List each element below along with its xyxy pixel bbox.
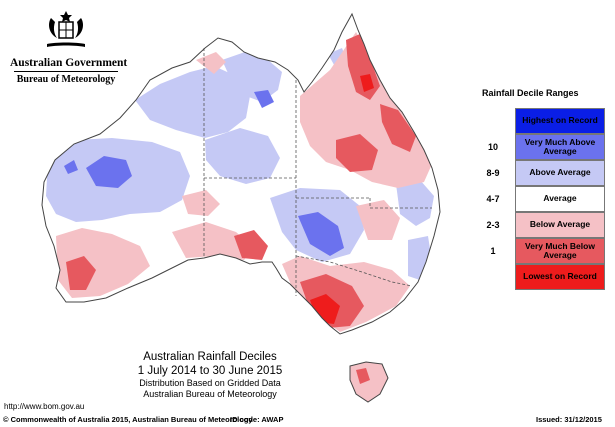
- legend-code: 1: [490, 246, 496, 256]
- above-avg-nt-central: [205, 128, 280, 184]
- footer: © Commonwealth of Australia 2015, Austra…: [0, 414, 615, 427]
- above-avg-nsw-north: [396, 180, 434, 226]
- copyright-text: © Commonwealth of Australia 2015, Austra…: [3, 415, 253, 424]
- legend-code: 4-7: [486, 194, 500, 204]
- divider: [14, 71, 118, 72]
- below-avg-nsw-west: [356, 200, 400, 240]
- legend-swatch: Average: [515, 186, 605, 212]
- id-code: ID code: AWAP: [230, 415, 284, 424]
- issued-date: Issued: 31/12/2015: [536, 415, 602, 424]
- legend-swatch: Lowest on Record: [515, 264, 605, 290]
- legend-swatch: Below Average: [515, 212, 605, 238]
- legend-row: Lowest on Record: [480, 264, 610, 290]
- vmbelow-qld-coast: [380, 104, 416, 152]
- state-borders: [203, 48, 432, 296]
- below-avg-central: [182, 190, 220, 216]
- legend-row: 1 Very Much Below Average: [480, 238, 610, 264]
- legend-row: Highest on Record: [480, 108, 610, 134]
- legend-row: 2-3 Below Average: [480, 212, 610, 238]
- vmabove-pilbara: [86, 156, 132, 188]
- above-avg-nsw-coast: [408, 236, 432, 280]
- legend-swatch: Very Much Below Average: [515, 238, 605, 264]
- caption-source: Australian Bureau of Meteorology: [143, 389, 277, 399]
- government-title: Australian Government: [10, 57, 128, 69]
- below-avg-queensland: [300, 32, 432, 188]
- below-avg-nullarbor: [172, 222, 254, 260]
- legend-row: 8-9 Above Average: [480, 160, 610, 186]
- above-avg-kimberley: [135, 66, 250, 138]
- tasmania: [349, 361, 389, 403]
- website-link[interactable]: http://www.bom.gov.au: [4, 402, 85, 411]
- vmabove-sw-wa: [64, 160, 78, 174]
- below-avg-nt-north: [196, 52, 226, 74]
- tasmania-vmbelow: [356, 368, 370, 384]
- legend-swatch: Above Average: [515, 160, 605, 186]
- caption-period: 1 July 2014 to 30 June 2015: [137, 365, 283, 377]
- above-avg-arnhem: [222, 52, 282, 102]
- vmbelow-sa-gulf: [234, 230, 268, 260]
- map-caption: Australian Rainfall Deciles 1 July 2014 …: [110, 350, 310, 400]
- legend-swatch: Very Much Above Average: [515, 134, 605, 160]
- caption-method: Distribution Based on Gridded Data: [139, 378, 281, 388]
- vmabove-kimberley: [254, 90, 274, 108]
- vmbelow-qld-inland: [336, 134, 378, 172]
- legend-code: 2-3: [486, 220, 500, 230]
- legend-title: Rainfall Decile Ranges: [482, 88, 579, 98]
- lowest-cape-york: [360, 74, 374, 92]
- legend-row: 4-7 Average: [480, 186, 610, 212]
- coastline: [41, 12, 441, 335]
- coat-of-arms-icon: [47, 11, 85, 47]
- legend-code: [480, 108, 506, 134]
- bureau-title: Bureau of Meteorology: [16, 74, 116, 85]
- vmbelow-sw-wa: [66, 256, 96, 290]
- legend-swatch: Highest on Record: [515, 108, 605, 134]
- caption-title: Australian Rainfall Deciles: [143, 351, 277, 363]
- legend-code: [480, 264, 506, 290]
- vmabove-lake-eyre: [298, 212, 344, 256]
- legend-row: 10 Very Much Above Average: [480, 134, 610, 160]
- legend-code: 8-9: [486, 168, 500, 178]
- government-header: Australian Government Bureau of Meteorol…: [10, 8, 128, 85]
- legend-code: 10: [487, 142, 498, 152]
